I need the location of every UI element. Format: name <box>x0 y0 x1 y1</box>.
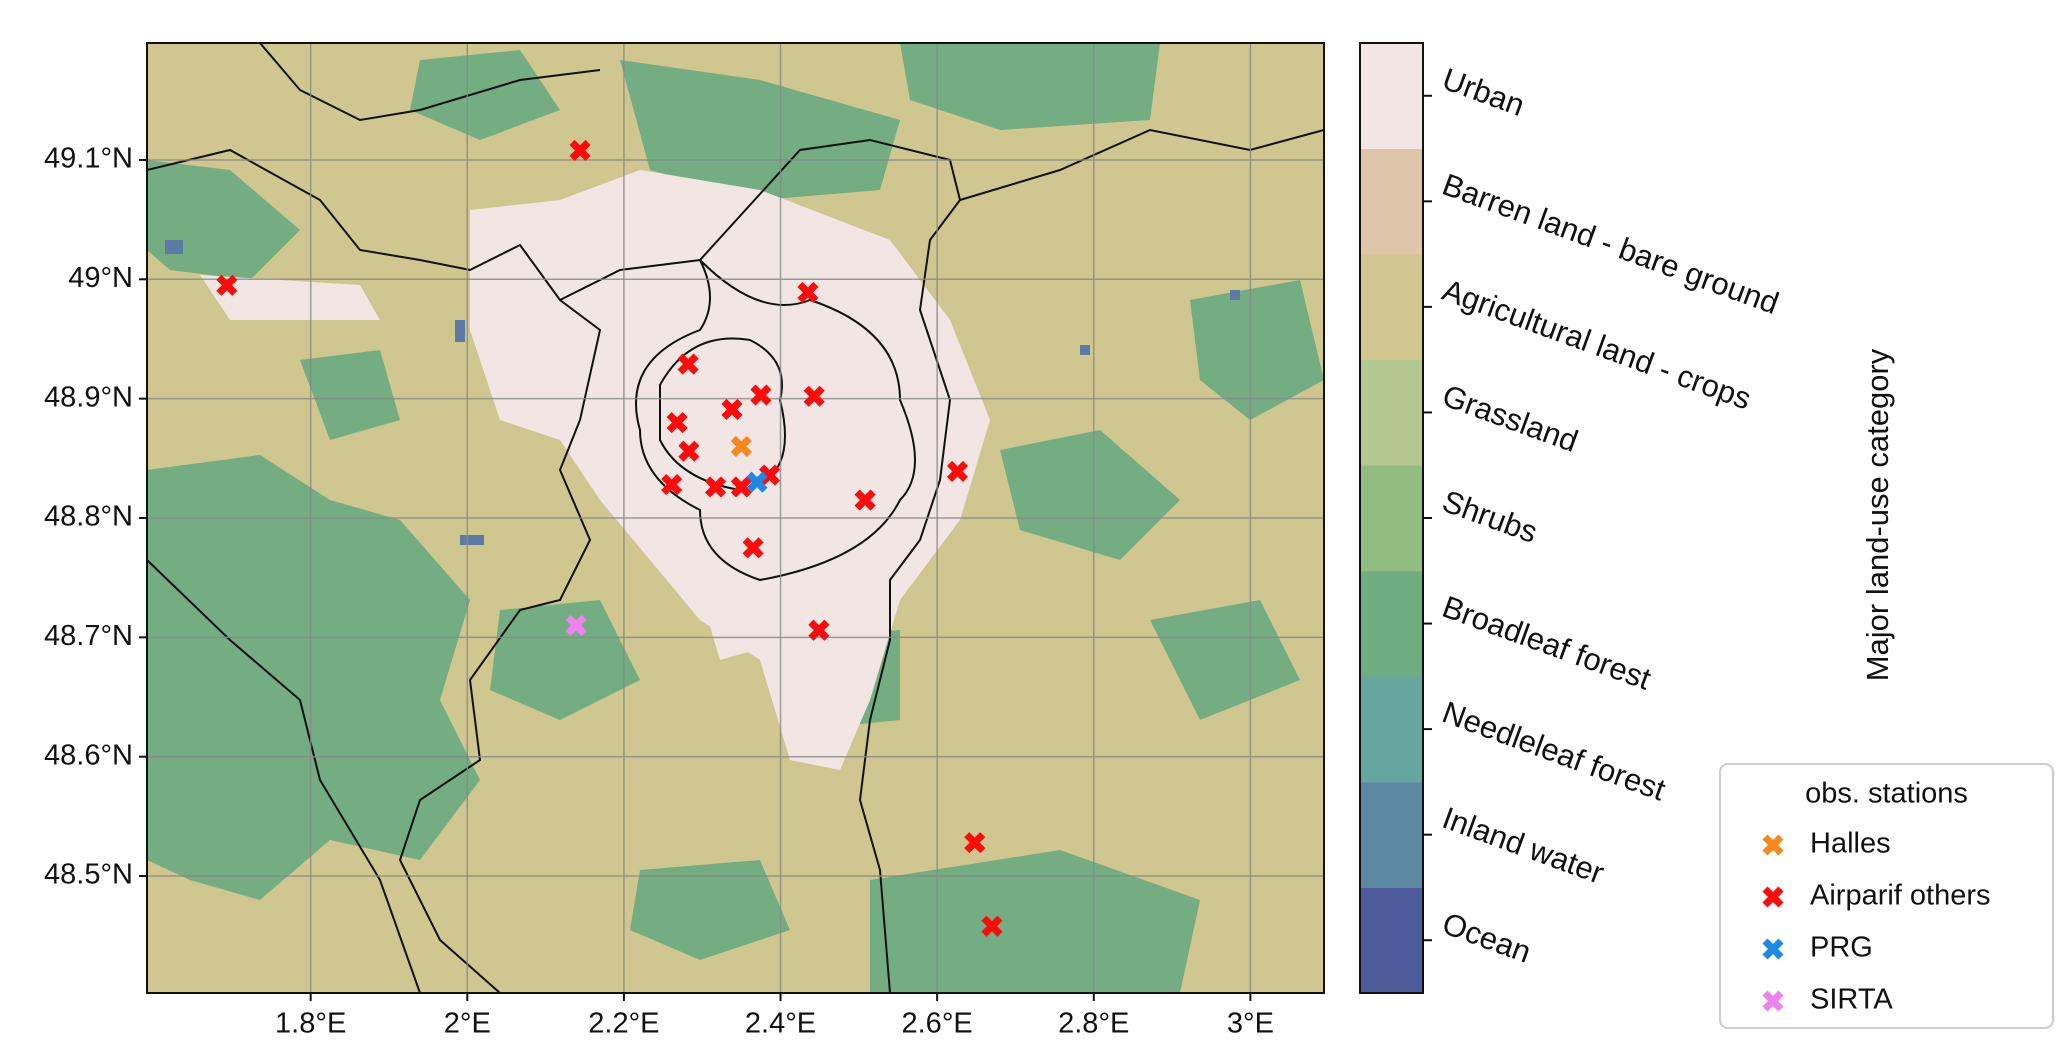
station-marker <box>746 471 768 493</box>
urban-area <box>470 170 990 770</box>
legend-label: PRG <box>1810 932 1873 964</box>
x-tick-label: 3°E <box>1227 1008 1274 1040</box>
colorbar-band <box>1360 570 1423 677</box>
station-marker <box>730 476 752 498</box>
colorbar-category-label: Urban <box>1438 61 1529 123</box>
admin-borders <box>147 43 1324 993</box>
x-tick-label: 2°E <box>444 1008 491 1040</box>
plot-frame <box>146 42 1325 994</box>
legend-label: SIRTA <box>1810 984 1893 1016</box>
legend-marker <box>1762 938 1784 960</box>
colorbar-frame <box>1359 42 1424 994</box>
y-tick-label: 48.7°N <box>44 620 133 652</box>
legend: obs. stations Halles Airparif others PRG SIR… <box>1719 763 2054 1029</box>
colorbar-category-label: Shrubs <box>1438 483 1542 549</box>
y-tick-label: 48.8°N <box>44 501 133 533</box>
legend-marker <box>1762 834 1784 856</box>
forest-patches <box>147 43 1324 993</box>
legend-label: Airparif others <box>1810 880 1991 912</box>
y-tick-label: 49.1°N <box>44 143 133 175</box>
colorbar-band <box>1360 465 1423 572</box>
station-marker <box>964 832 986 854</box>
colorbar-category-label: Needleleaf forest <box>1438 694 1671 807</box>
y-tick-label: 48.6°N <box>44 739 133 771</box>
station-marker <box>981 915 1003 937</box>
station-marker <box>569 139 591 161</box>
colorbar-band <box>1360 359 1423 466</box>
colorbar-band <box>1360 781 1423 888</box>
x-tick-label: 2.6°E <box>902 1008 973 1040</box>
station-marker <box>854 489 876 511</box>
x-tick-label: 2.4°E <box>745 1008 816 1040</box>
station-marker <box>678 440 700 462</box>
water-pixels <box>165 240 1240 545</box>
station-marker <box>721 398 743 420</box>
colorbar-category-label: Grassland <box>1438 378 1583 459</box>
station-marker <box>808 619 830 641</box>
colorbar-band <box>1360 887 1423 994</box>
station-marker <box>216 274 238 296</box>
grid <box>139 43 1324 1001</box>
station-marker <box>946 460 969 483</box>
station-marker <box>742 537 764 559</box>
legend-marker <box>1762 886 1784 908</box>
station-marker <box>759 464 781 486</box>
x-tick-label: 2.2°E <box>588 1008 659 1040</box>
colorbar-band <box>1360 148 1423 255</box>
y-tick-label: 48.5°N <box>44 859 133 891</box>
station-marker <box>565 614 587 636</box>
legend-box <box>1719 763 2054 1029</box>
x-tick-label: 2.8°E <box>1058 1008 1129 1040</box>
y-tick-label: 49°N <box>68 262 133 294</box>
station-marker <box>730 435 752 457</box>
colorbar-label: Major land-use category <box>1860 348 1895 681</box>
station-marker <box>803 385 825 407</box>
colorbar-band <box>1360 43 1423 150</box>
station-marker <box>750 384 772 406</box>
y-tick-label: 48.9°N <box>44 381 133 413</box>
station-marker <box>797 281 819 303</box>
stations <box>216 139 1003 937</box>
x-tick-label: 1.8°E <box>275 1008 346 1040</box>
urban-patch <box>690 540 790 660</box>
station-marker <box>704 476 727 498</box>
station-marker <box>666 411 688 434</box>
legend-title: obs. stations <box>1805 778 1968 810</box>
colorbar-band <box>1360 254 1423 361</box>
legend-marker <box>1762 990 1784 1012</box>
urban-patch <box>200 275 380 320</box>
station-marker <box>661 474 683 496</box>
colorbar-category-label: Ocean <box>1438 906 1536 970</box>
station-marker <box>677 353 699 375</box>
colorbar-category-label: Broadleaf forest <box>1438 589 1656 697</box>
colorbar-category-label: Inland water <box>1438 800 1609 891</box>
colorbar-band <box>1360 676 1423 783</box>
legend-label: Halles <box>1810 828 1891 860</box>
